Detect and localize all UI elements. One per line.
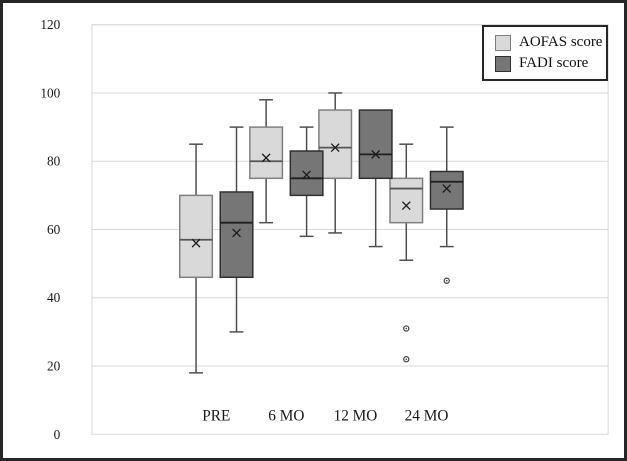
- y-tick-label-120: 120: [40, 17, 60, 32]
- x-category-label-6-mo: 6 MO: [268, 407, 304, 424]
- box-aofas-6-mo: [249, 99, 284, 224]
- y-tick-label-80: 80: [47, 154, 61, 169]
- box-aofas-pre: [179, 143, 214, 374]
- x-category-label-pre: PRE: [202, 407, 230, 424]
- legend: AOFAS score FADI score: [482, 25, 608, 81]
- legend-label-aofas: AOFAS score: [519, 34, 603, 50]
- legend-entry-aofas: AOFAS score: [495, 34, 606, 51]
- aofas-swatch-icon: [495, 34, 511, 51]
- box-fadi-pre: [219, 126, 254, 333]
- y-tick-label-60: 60: [47, 222, 61, 237]
- legend-label-fadi: FADI score: [519, 55, 589, 71]
- box-fadi-6-mo: [289, 126, 324, 238]
- boxplot-chart: 0 20 40 60 80 100 120 PRE 6 MO 12 MO 24 MO: [40, 17, 609, 442]
- y-tick-label-100: 100: [40, 85, 60, 100]
- y-tick-label-20: 20: [47, 358, 61, 373]
- fadi-swatch-icon: [495, 55, 511, 72]
- y-tick-label-0: 0: [54, 427, 61, 442]
- x-category-label-24-mo: 24 MO: [405, 407, 449, 424]
- legend-entry-fadi: FADI score: [495, 55, 606, 72]
- y-tick-label-40: 40: [47, 290, 61, 305]
- box-fadi-24-mo: [429, 126, 464, 284]
- x-category-label-12-mo: 12 MO: [334, 407, 378, 424]
- box-fadi-12-mo: [358, 109, 393, 248]
- box-aofas-24-mo: [389, 143, 424, 363]
- box-aofas-12-mo: [318, 92, 353, 234]
